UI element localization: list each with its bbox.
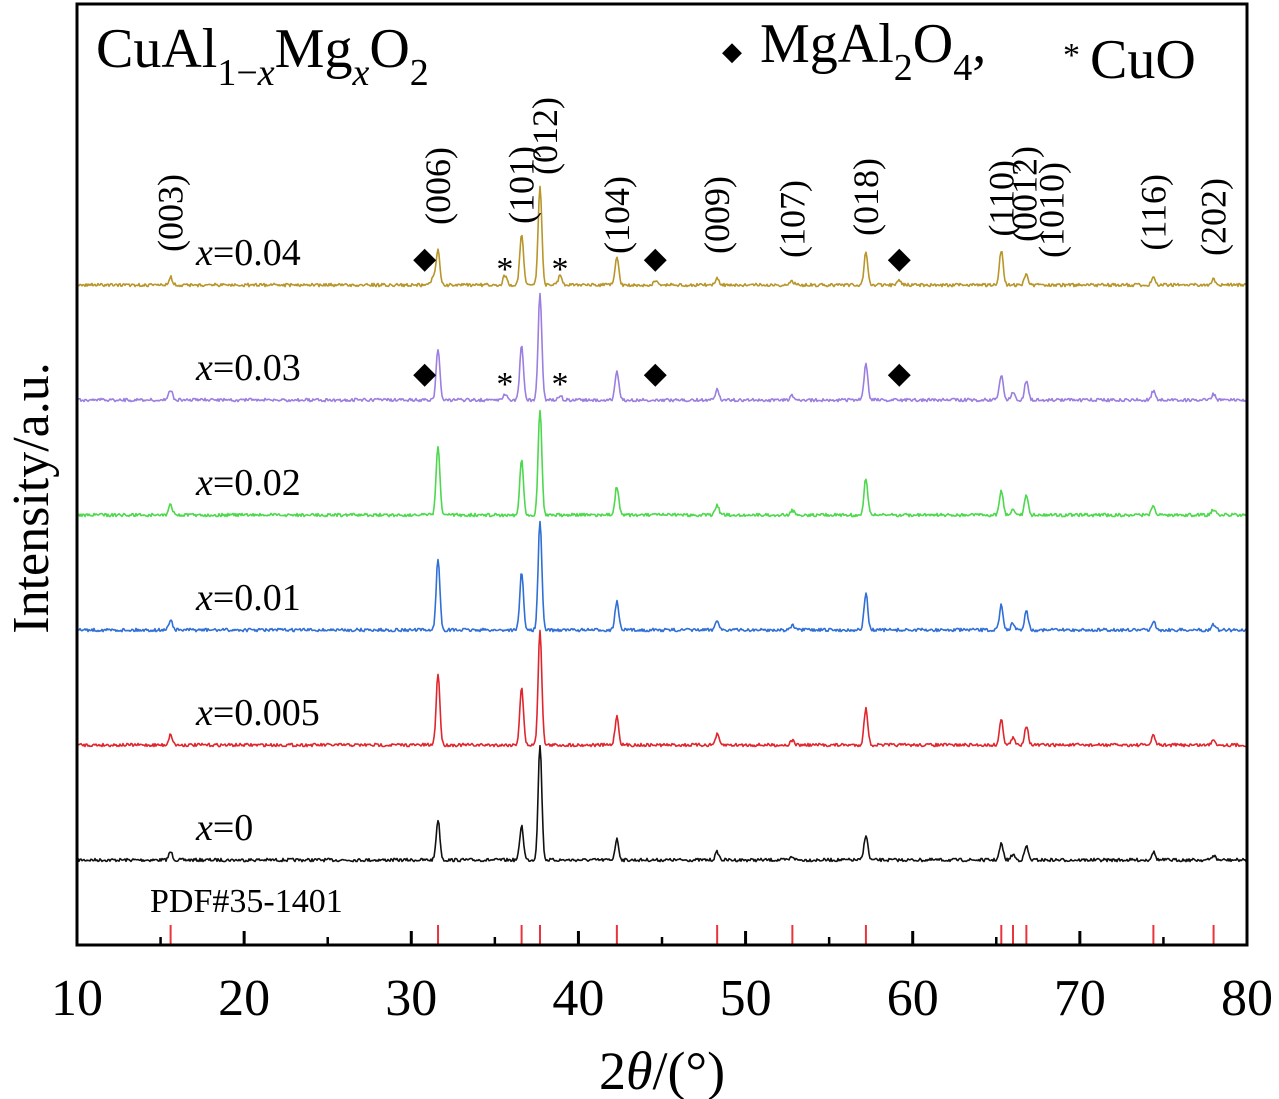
y-axis-label: Intensity/a.u.	[3, 362, 60, 634]
legend-diamond-icon: ◆	[722, 37, 742, 66]
peak-label: (003)	[151, 174, 191, 252]
x-tick-label: 30	[385, 970, 437, 1027]
x-tick-label: 50	[720, 970, 772, 1027]
peak-label: (202)	[1194, 178, 1234, 256]
plot-frame	[75, 2, 1249, 947]
title-mg: Mg	[275, 18, 353, 80]
series-label-var: x	[195, 577, 213, 619]
series-label-value: =0.02	[213, 462, 301, 504]
legend-mgal2o4-label: MgAl2O4,	[760, 13, 986, 89]
series-label: x=0.01	[195, 577, 301, 619]
x-tick-label: 60	[887, 970, 939, 1027]
x-tick-label: 70	[1054, 970, 1106, 1027]
series-label-value: =0.005	[213, 692, 320, 734]
peak-label: (107)	[772, 180, 812, 258]
diamond-marker-icon: ◆	[413, 357, 436, 390]
title-sub-1: 1−x	[217, 52, 274, 94]
x-tick-label: 10	[51, 970, 103, 1027]
diamond-marker-icon: ◆	[888, 357, 911, 390]
series-label-var: x	[195, 347, 213, 389]
series-label-value: =0.03	[213, 347, 301, 389]
series-line	[77, 629, 1246, 748]
x-tick-label: 80	[1221, 970, 1273, 1027]
series-line	[77, 409, 1247, 518]
series-label-value: =0.04	[213, 232, 301, 274]
legend: ◆ MgAl2O4, * CuO	[722, 13, 1196, 91]
x-axis-label: 2θ/(°)	[599, 1041, 725, 1099]
series-label-var: x	[195, 462, 213, 504]
diamond-marker-icon: ◆	[413, 242, 436, 275]
series-label-value: =0	[213, 807, 253, 849]
peak-label: (110)	[981, 160, 1021, 237]
legend-asterisk-icon: *	[1063, 37, 1080, 74]
peak-label: (009)	[697, 176, 737, 254]
chart-title: CuAl1−xMgxO2	[96, 18, 429, 94]
title-sub-2: 2	[410, 52, 429, 94]
series-label: x=0	[195, 807, 253, 849]
peak-label: (116)	[1133, 174, 1173, 251]
asterisk-marker-icon: *	[552, 251, 569, 288]
series-label: x=0.04	[195, 232, 301, 274]
peak-label: (006)	[418, 147, 458, 225]
asterisk-marker-icon: *	[496, 251, 513, 288]
phase-markers: ◆ * * ◆ ◆ ◆ * * ◆ ◆	[413, 242, 911, 403]
peak-label: (104)	[597, 176, 637, 254]
diamond-marker-icon: ◆	[888, 242, 911, 275]
title-o: O	[369, 18, 409, 80]
series-label-var: x	[195, 807, 213, 849]
peak-label: (1010)	[1031, 162, 1071, 258]
title-main: CuAl	[96, 18, 217, 80]
series-label-var: x	[195, 232, 213, 274]
peak-labels: (003) (006) (101)(012) (104) (009) (107) (018)…	[151, 97, 1234, 258]
series-line	[78, 292, 1247, 403]
series-label-var: x	[195, 692, 213, 734]
asterisk-marker-icon: *	[552, 366, 569, 403]
asterisk-marker-icon: *	[496, 366, 513, 403]
series-label: x=0.03	[195, 347, 301, 389]
series-label: x=0.02	[195, 462, 301, 504]
series-line	[77, 744, 1247, 863]
series-label: x=0.005	[195, 692, 320, 734]
reference-label: PDF#35-1401	[150, 883, 343, 920]
legend-cuo-label: CuO	[1090, 29, 1196, 91]
x-tick-label: 20	[218, 970, 270, 1027]
diamond-marker-icon: ◆	[644, 242, 667, 275]
x-axis-ticks: 10 20 30 40 50 60 70 80	[51, 931, 1273, 1027]
peak-label: (101)	[502, 146, 542, 224]
peak-label: (018)	[846, 158, 886, 236]
x-tick-label: 40	[552, 970, 604, 1027]
peak-label: (0012)	[1005, 146, 1045, 242]
diamond-marker-icon: ◆	[644, 357, 667, 390]
series-line	[77, 185, 1247, 288]
reference-pattern	[169, 925, 1215, 945]
title-sub-x: x	[351, 52, 369, 94]
series-label-value: =0.01	[213, 577, 301, 619]
series-line	[77, 520, 1247, 633]
peak-label: (012)	[525, 97, 565, 175]
